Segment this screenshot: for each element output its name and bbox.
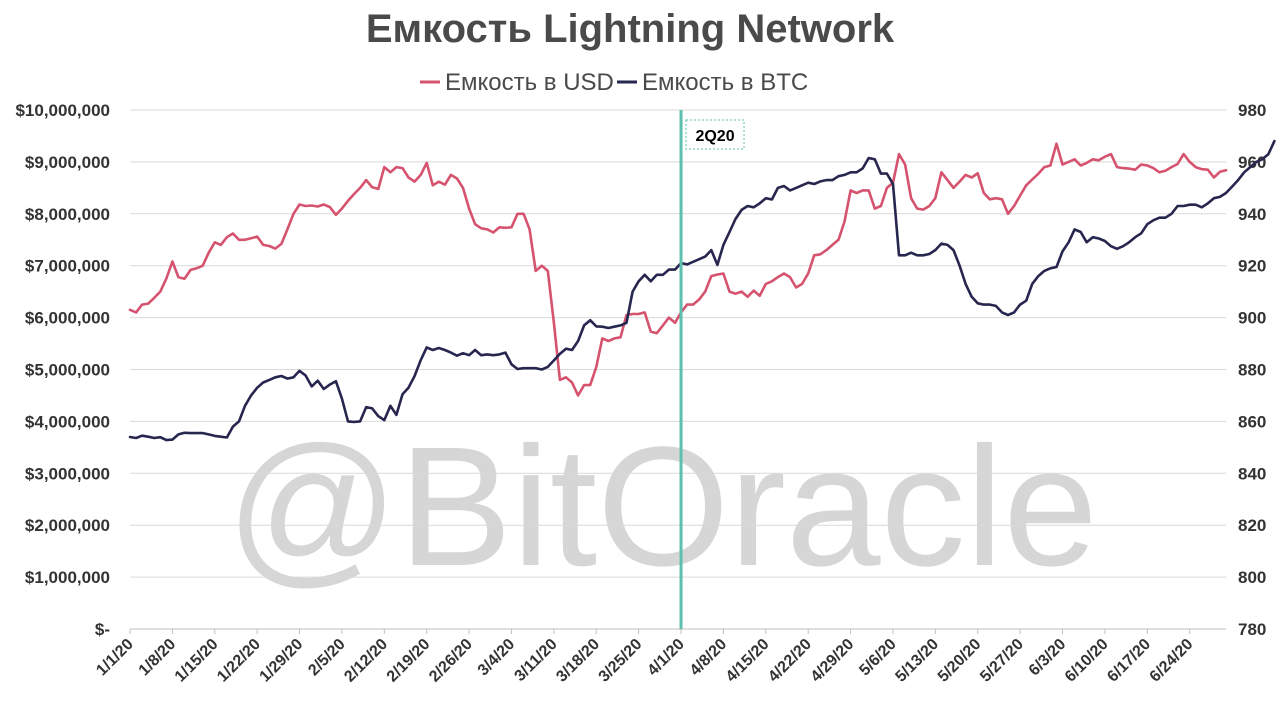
series-lines <box>128 139 1276 442</box>
y-left-tick-label: $8,000,000 <box>25 205 110 224</box>
x-tick-label: 3/25/20 <box>596 636 646 686</box>
quarter-marker-label: 2Q20 <box>695 128 734 145</box>
y-left-tick-label: $9,000,000 <box>25 153 110 172</box>
legend-label-usd: Емкость в USD <box>445 69 614 96</box>
x-tick-label: 5/13/20 <box>892 636 942 686</box>
chart-title: Емкость Lightning Network <box>366 7 895 51</box>
y-right-tick-label: 900 <box>1238 309 1266 328</box>
quarter-marker: 2Q20 <box>679 110 745 629</box>
y-left-tick-label: $2,000,000 <box>25 516 110 535</box>
x-tick-label: 2/12/20 <box>341 636 391 686</box>
y-right-tick-label: 780 <box>1238 620 1266 639</box>
x-tick-label: 5/20/20 <box>935 636 985 686</box>
y-right-tick-label: 960 <box>1238 153 1266 172</box>
series-line-btc <box>128 139 1276 442</box>
quarter-marker-box <box>685 119 745 150</box>
y-right-tick-label: 920 <box>1238 257 1266 276</box>
x-tick-label: 1/22/20 <box>214 636 264 686</box>
x-tick-label: 6/10/20 <box>1062 636 1112 686</box>
legend-item-usd: Емкость в USD <box>420 69 614 96</box>
y-right-tick-label: 840 <box>1238 464 1266 483</box>
x-tick-label: 3/11/20 <box>512 636 561 685</box>
y-right-tick-label: 880 <box>1238 361 1266 380</box>
y-left-tick-label: $1,000,000 <box>25 568 110 587</box>
series-line-usd <box>128 142 1228 397</box>
y-right-tick-label: 980 <box>1238 101 1266 120</box>
x-tick-label: 3/18/20 <box>553 636 603 686</box>
y-axis-right: 780 800 820 840 860 880 900 920 940 960 980 <box>1238 101 1266 639</box>
x-tick-label: 1/29/20 <box>257 636 307 686</box>
x-tick-label: 4/29/20 <box>808 636 858 686</box>
y-left-tick-label: $4,000,000 <box>25 412 110 431</box>
x-tick-label: 1/1/20 <box>93 636 137 680</box>
y-left-tick-label: $6,000,000 <box>25 309 110 328</box>
y-right-tick-label: 860 <box>1238 412 1266 431</box>
y-right-tick-label: 820 <box>1238 516 1266 535</box>
x-tick-label: 4/22/20 <box>765 636 815 686</box>
x-tick-label: 4/1/20 <box>644 636 688 680</box>
y-left-tick-label: $- <box>95 620 110 639</box>
x-tick-label: 6/24/20 <box>1147 636 1197 686</box>
x-tick-label: 4/15/20 <box>723 636 773 686</box>
y-left-tick-label: $10,000,000 <box>15 101 110 120</box>
legend-label-btc: Емкость в BTC <box>642 69 808 96</box>
legend: Емкость в USD Емкость в BTC <box>420 69 808 96</box>
y-left-tick-label: $5,000,000 <box>25 361 110 380</box>
x-axis: 1/1/201/8/201/15/201/22/201/29/202/5/202… <box>93 628 1226 686</box>
y-left-tick-label: $3,000,000 <box>25 464 110 483</box>
legend-item-btc: Емкость в BTC <box>617 69 808 96</box>
x-tick-label: 6/17/20 <box>1104 636 1154 686</box>
y-right-tick-label: 940 <box>1238 205 1266 224</box>
x-tick-label: 2/26/20 <box>426 636 476 686</box>
y-left-tick-label: $7,000,000 <box>25 257 110 276</box>
watermark: @BitOracle <box>226 412 1098 602</box>
x-tick-label: 1/15/20 <box>172 636 222 686</box>
y-axis-left: $- $1,000,000 $2,000,000 $3,000,000 $4,000,0… <box>15 101 110 639</box>
x-tick-label: 2/19/20 <box>384 636 434 686</box>
y-right-tick-label: 800 <box>1238 568 1266 587</box>
x-tick-label: 5/27/20 <box>977 636 1027 686</box>
